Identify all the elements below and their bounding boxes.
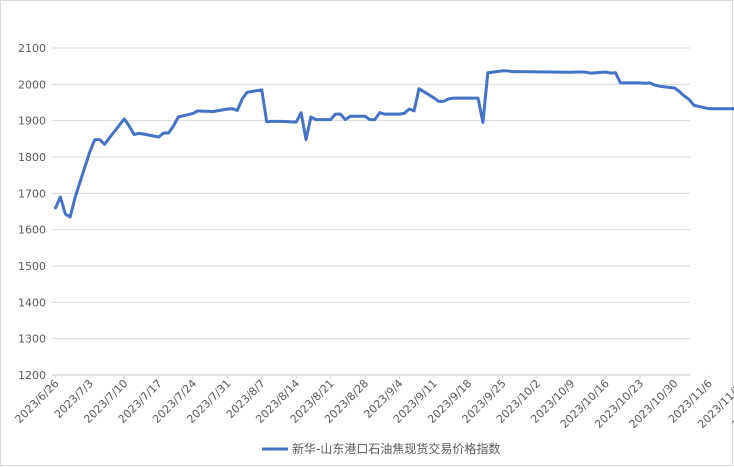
y-tick-label: 2100 bbox=[18, 42, 46, 55]
legend: 新华-山东港口石油焦现货交易价格指数 bbox=[262, 441, 500, 456]
y-tick-label: 1600 bbox=[18, 224, 46, 237]
y-tick-label: 1200 bbox=[18, 369, 46, 382]
y-tick-label: 1400 bbox=[18, 296, 46, 309]
y-tick-label: 2000 bbox=[18, 78, 46, 91]
series-line bbox=[54, 69, 734, 219]
y-axis-ticks: 1200 1300 1400 1500 1600 1700 1800 1900 2000 2100 bbox=[18, 42, 46, 382]
y-tick-label: 1500 bbox=[18, 260, 46, 273]
y-tick-label: 1900 bbox=[18, 115, 46, 128]
y-tick-label: 1800 bbox=[18, 151, 46, 164]
x-tick-label: 2023/6/26 bbox=[13, 377, 62, 426]
series-group bbox=[54, 69, 734, 219]
legend-label: 新华-山东港口石油焦现货交易价格指数 bbox=[292, 441, 500, 456]
gridlines bbox=[52, 47, 690, 376]
y-tick-label: 1700 bbox=[18, 187, 46, 200]
y-tick-label: 1300 bbox=[18, 333, 46, 346]
x-axis-ticks: 2023/6/262023/7/32023/7/102023/7/172023/… bbox=[13, 375, 734, 431]
